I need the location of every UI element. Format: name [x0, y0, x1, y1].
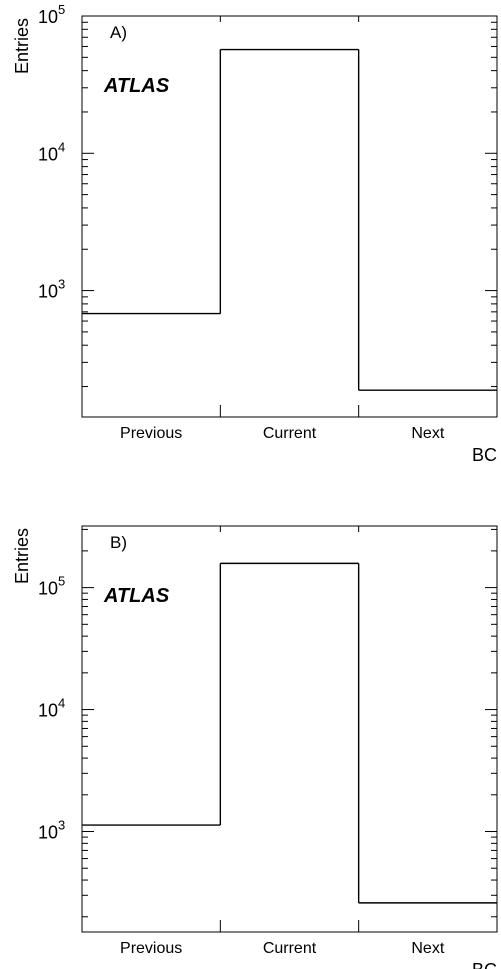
panel-a-y-tick-label: 104 [38, 139, 65, 164]
panel-a-atlas-label: ATLAS [103, 75, 170, 97]
panel-a-x-axis-title: BC [472, 445, 497, 465]
panel-b-frame [81, 525, 498, 933]
panel-b-y-tick-label: 105 [38, 574, 65, 599]
panel-a-x-category-label: Current [263, 425, 317, 442]
panel-a-frame [81, 15, 498, 418]
panel-a-y-tick-label: 105 [38, 2, 65, 27]
panel-b-y-tick-label: 103 [38, 818, 65, 843]
panel-b: 103 104 105 Previous Current Next BC Entries B) A… [12, 525, 498, 969]
panel-a-x-category-label: Previous [120, 425, 182, 442]
panel-b-x-category-label: Previous [120, 940, 182, 957]
panel-a: 103 104 105 Previous Current Next BC Entries A) A… [12, 2, 498, 465]
panel-b-x-category-label: Next [411, 940, 444, 957]
panel-a-panel-label: A) [110, 23, 127, 42]
panel-a-y-tick-label: 103 [38, 277, 65, 302]
panel-b-x-axis-title: BC [472, 960, 497, 969]
panel-b-panel-label: B) [110, 533, 127, 552]
panel-a-y-axis-title: Entries [12, 18, 32, 74]
panel-b-y-tick-label: 104 [38, 696, 65, 721]
panel-b-y-axis-title: Entries [12, 528, 32, 584]
panel-a-x-category-label: Next [411, 425, 444, 442]
panel-b-atlas-label: ATLAS [103, 585, 170, 607]
panel-b-x-category-label: Current [263, 940, 317, 957]
